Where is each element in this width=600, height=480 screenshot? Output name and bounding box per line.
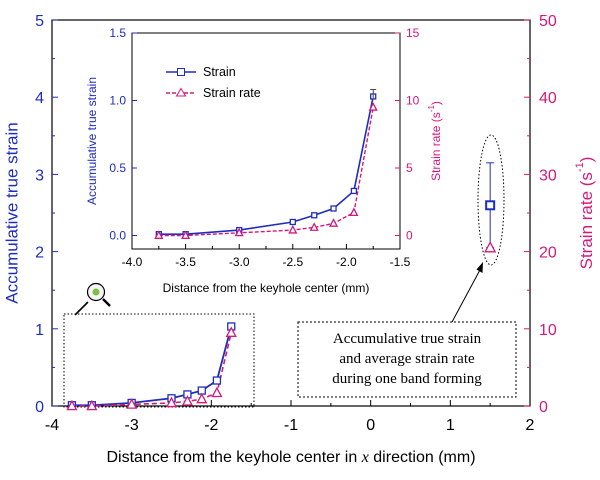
inset-strain-rate-point xyxy=(349,207,359,217)
main-strain-rate-point xyxy=(225,326,237,337)
inset-y-left-tick-label: 0.0 xyxy=(109,229,126,243)
main-strain-rate-point xyxy=(165,396,178,408)
callout-arrowhead xyxy=(476,262,483,273)
inset-x-label: Distance from the keyhole center (mm) xyxy=(163,281,370,295)
inset-strain-rate-point xyxy=(368,102,378,111)
main-y-right-tick-label: 20 xyxy=(539,245,557,262)
highlight-strain-point xyxy=(485,200,496,211)
main-strain-rate-point xyxy=(181,395,194,406)
main-y-right-tick-label: 30 xyxy=(539,167,557,184)
main-strain-line xyxy=(71,326,233,407)
inset-x-tick-label: -3.0 xyxy=(229,255,250,269)
inset-y-left-label: Accumulative true strain xyxy=(85,77,99,205)
inset-y-right-label: Strain rate (s-1) xyxy=(427,101,444,181)
main-y-left-tick-label: 5 xyxy=(35,13,44,30)
inset-y-right-tick-label: 15 xyxy=(406,26,420,40)
inset-strain-line xyxy=(158,96,374,235)
main-x-label-var: x xyxy=(361,449,369,466)
main-strain-rate-point xyxy=(66,399,78,411)
main-x-label-suffix: direction (mm) xyxy=(373,449,475,466)
main-strain-rate-point xyxy=(196,392,208,404)
main-x-label: Distance from the keyhole center in x di… xyxy=(106,449,475,466)
inset-x-tick-label: -2.5 xyxy=(282,255,303,269)
callout-line-1: Accumulative true strain xyxy=(333,331,482,347)
inset-strain-rate-point xyxy=(328,218,339,227)
callout-line-2: and average strain rate xyxy=(339,351,475,367)
inset-y-right-tick-label: 5 xyxy=(406,161,413,175)
inset-strain-rate-point xyxy=(309,222,319,231)
inset-y-right-label-end: ) xyxy=(429,101,443,105)
legend-strain-rate-marker xyxy=(175,87,187,97)
callout-arrow-line xyxy=(451,267,482,323)
main-y-right-label-sup: -1 xyxy=(574,162,586,172)
main-x-tick-label: 0 xyxy=(366,417,375,434)
inset-y-left-tick-label: 0.5 xyxy=(109,161,126,175)
inset-strain-rate-point xyxy=(181,230,191,239)
main-strain-rate-point xyxy=(86,399,98,411)
main-y-right-tick-label: 0 xyxy=(539,399,548,416)
main-y-left-tick-label: 2 xyxy=(35,245,44,262)
inset-strain-rate-point xyxy=(288,224,298,234)
main-y-left-label: Accumulative true strain xyxy=(3,122,22,303)
inset-strain-point xyxy=(350,187,358,195)
inset-y-right-tick-label: 0 xyxy=(406,229,413,243)
inset-y-right-label-base: Strain rate (s xyxy=(429,112,443,181)
main-x-tick-label: 2 xyxy=(526,417,535,434)
inset-x-tick-label: -3.5 xyxy=(175,255,196,269)
highlight-strain-rate-point xyxy=(484,240,497,253)
main-x-label-prefix: Distance from the keyhole center in xyxy=(106,449,357,466)
inset-background xyxy=(132,33,400,249)
inset-strain-rate-point xyxy=(154,230,164,239)
main-y-right-tick-label: 10 xyxy=(539,322,557,339)
callout-box xyxy=(297,321,517,398)
legend-strain-rate-label: Strain rate xyxy=(203,86,261,100)
inset-chart-layer: -4.0 -3.5 -3.0 -2.5 -2.0 -1.5 0.0 0.5 1.0 1.5 0 5 10… xyxy=(109,26,419,269)
inset-x-tick-label: -1.5 xyxy=(390,255,411,269)
main-x-tick-label: -1 xyxy=(284,417,298,434)
main-x-tick-label: -4 xyxy=(45,417,59,434)
inset-y-right-tick-label: 10 xyxy=(406,94,420,108)
main-strain-rate-line xyxy=(71,332,233,407)
inset-strain-point xyxy=(330,205,337,212)
main-y-left-tick-label: 0 xyxy=(35,399,44,416)
magnifier-icon xyxy=(74,282,111,316)
main-strain-rate-point xyxy=(211,386,223,398)
inset-x-tick-label: -2.0 xyxy=(336,255,357,269)
legend-strain-label: Strain xyxy=(203,65,236,79)
inset-y-right-label-sup: -1 xyxy=(427,105,436,113)
inset-strain-point xyxy=(289,218,296,226)
main-strain-point xyxy=(212,376,222,385)
inset-strain-rate-point xyxy=(234,227,244,237)
main-strain-rate-point xyxy=(126,398,138,409)
highlight-ellipse xyxy=(477,134,505,266)
inset-strain-point xyxy=(311,212,318,219)
main-x-tick-label: -2 xyxy=(204,417,218,434)
inset-x-tick-label: -4.0 xyxy=(122,255,143,269)
legend-strain-marker xyxy=(177,68,185,76)
main-y-right-label-end: ) xyxy=(577,157,596,163)
main-y-right-tick-label: 40 xyxy=(539,90,557,107)
main-y-right-label-base: Strain rate (s xyxy=(577,172,596,269)
callout-line-3: during one band forming xyxy=(332,371,482,387)
inset-y-left-tick-label: 1.5 xyxy=(109,26,126,40)
zoom-region-box xyxy=(63,313,255,408)
main-y-left-tick-label: 3 xyxy=(35,167,44,184)
inset-y-left-tick-label: 1.0 xyxy=(109,94,126,108)
main-y-right-tick-label: 50 xyxy=(539,13,557,30)
main-x-tick-label: 1 xyxy=(446,417,455,434)
main-x-tick-label: -3 xyxy=(125,417,139,434)
main-y-right-label: Strain rate (s-1) xyxy=(574,157,596,270)
main-y-left-tick-label: 4 xyxy=(35,90,44,107)
main-y-left-tick-label: 1 xyxy=(35,322,44,339)
